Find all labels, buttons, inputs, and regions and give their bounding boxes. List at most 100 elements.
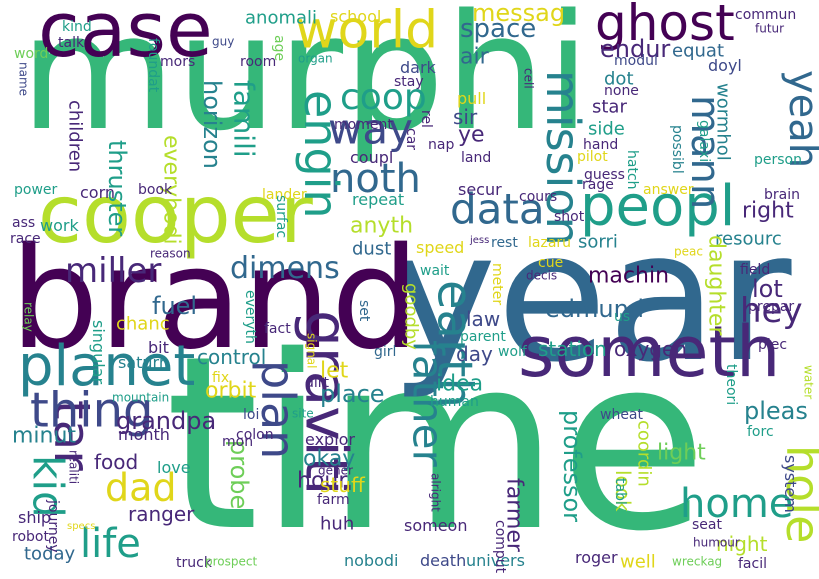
word-home: home	[680, 481, 793, 527]
word-data: data	[450, 185, 545, 234]
word-place: place	[320, 380, 385, 408]
word-messag: messag	[472, 0, 565, 27]
word-water: water	[802, 365, 816, 399]
word-gener: gener	[318, 464, 353, 478]
word-minut: minut	[12, 424, 76, 449]
word-peopl: peopl	[580, 174, 735, 239]
word-talk: talk	[58, 35, 85, 51]
word-signal: signal	[305, 333, 319, 369]
word-piec: piec	[758, 337, 787, 353]
word-mon: mon	[222, 434, 253, 450]
word-farm: farm	[317, 492, 350, 508]
word-station: station	[538, 337, 607, 361]
word-plan: plan	[251, 360, 305, 459]
word-none: none	[604, 83, 639, 99]
word-site: site	[292, 407, 314, 421]
word-book: book	[138, 182, 173, 198]
word-day: day	[456, 342, 493, 366]
word-miller: miller	[65, 251, 161, 291]
word-death: death	[420, 551, 466, 570]
word-set: set	[356, 300, 372, 322]
word-ye: ye	[458, 123, 485, 148]
word-thing: thing	[30, 382, 153, 438]
word-school: school	[330, 7, 381, 26]
word-dark: dark	[400, 58, 437, 77]
word-air: air	[460, 45, 490, 70]
word-repeat: repeat	[352, 190, 404, 209]
word-power: power	[14, 182, 58, 198]
word-cell: cell	[522, 68, 536, 89]
word-yeah: yeah	[780, 70, 819, 168]
word-journey: journey	[45, 499, 61, 553]
word-grandpa: grandpa	[116, 407, 216, 435]
word-coop: coop	[340, 77, 427, 118]
word-person: person	[754, 152, 802, 168]
word-hole: hole	[776, 445, 819, 543]
word-well: well	[620, 551, 656, 572]
word-reason: reason	[150, 247, 191, 261]
word-hand: hand	[583, 137, 618, 153]
word-name: name	[17, 62, 31, 96]
word-mission: mission	[536, 70, 590, 246]
word-roger: roger	[575, 548, 618, 567]
word-moment: moment	[334, 117, 393, 133]
word-famili: famili	[227, 80, 260, 158]
word-murphi: murphi	[20, 0, 590, 166]
word-world: world	[295, 1, 438, 61]
word-anyth: anyth	[350, 214, 413, 239]
word-nap: nap	[428, 137, 454, 153]
word-law: law	[466, 307, 500, 331]
word-dimens: dimens	[230, 251, 340, 286]
word-shot: shot	[554, 209, 585, 225]
word-life: life	[80, 521, 141, 567]
word-word: word	[14, 46, 48, 62]
word-today: today	[24, 543, 76, 564]
word-time: time	[165, 304, 707, 579]
word-professor: professor	[558, 410, 586, 522]
word-field: field	[740, 262, 770, 278]
word-wolf: wolf	[498, 344, 528, 360]
word-dirt: dirt	[305, 375, 330, 391]
word-lander: lander	[262, 187, 307, 203]
word-ranger: ranger	[128, 502, 195, 526]
word-meter: meter	[489, 263, 505, 305]
word-system: system	[781, 455, 800, 513]
word-thruster: thruster	[103, 140, 131, 236]
word-commun: commun	[735, 7, 796, 23]
word-room: room	[240, 54, 276, 70]
word-wheat: wheat	[600, 407, 644, 423]
word-answer: answer	[643, 182, 694, 198]
word-rel: rel	[418, 110, 434, 128]
word-alright: alright	[429, 473, 443, 512]
word-decis: decis	[526, 269, 557, 283]
word-forc: forc	[747, 424, 774, 440]
word-peac: peac	[674, 245, 703, 259]
word-coupl: coupl	[350, 148, 393, 167]
word-age: age	[271, 35, 287, 61]
word-horizon: horizon	[198, 80, 226, 169]
word-tar: tar	[43, 400, 101, 471]
word-goodby: goodby	[400, 283, 421, 350]
word-daughter: daughter	[704, 235, 729, 336]
word-relay: relay	[22, 302, 36, 332]
word-year: year	[390, 193, 792, 402]
word-control: control	[197, 345, 266, 369]
word-theori: theori	[723, 364, 739, 405]
word-dad: dad	[105, 465, 177, 509]
word-pleas: pleas	[744, 397, 808, 425]
word-comput: comput	[492, 520, 508, 574]
word-someth: someth	[518, 311, 780, 393]
word-modul: modul	[614, 53, 658, 69]
word-seat: seat	[692, 517, 722, 533]
word-space: space	[460, 14, 536, 44]
word-coordin: coordin	[633, 420, 654, 487]
word-wormhol: wormhol	[712, 83, 733, 161]
word-parent: parent	[460, 329, 506, 345]
word-kid: kid	[24, 455, 73, 518]
word-let: let	[320, 359, 349, 384]
word-fix: fix	[212, 370, 229, 386]
word-children: children	[64, 100, 85, 172]
word-realiti: realiti	[67, 450, 81, 484]
